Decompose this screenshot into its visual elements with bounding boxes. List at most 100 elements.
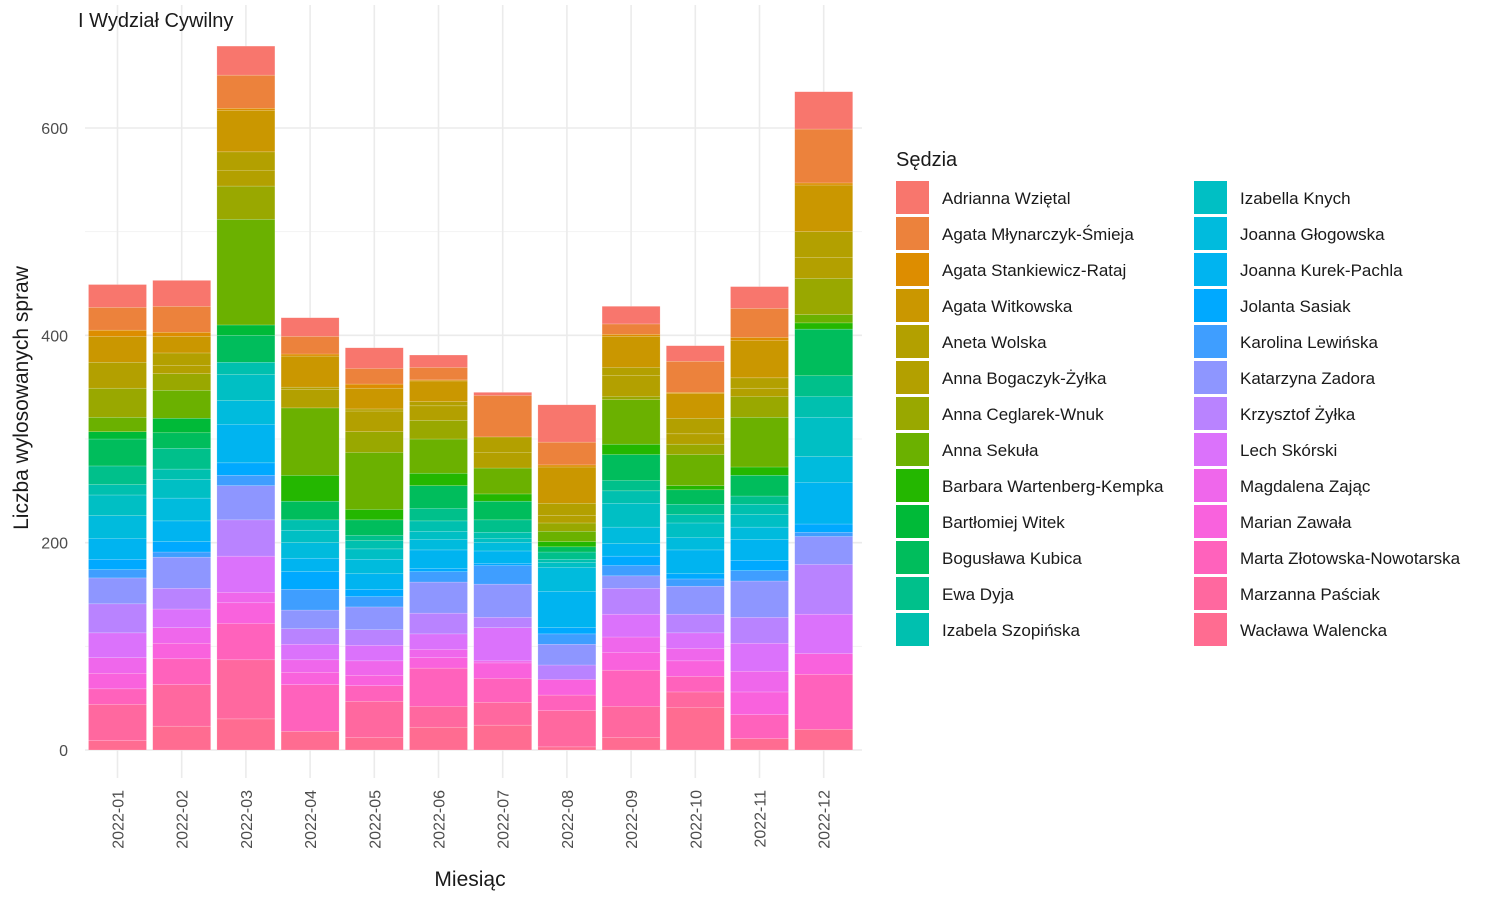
bar-segment: Joanna Kurek-Pachla — 2022-04: 13 bbox=[280, 557, 340, 572]
bar-segment: Joanna Głogowska — 2022-12: 25 bbox=[794, 456, 853, 483]
bar-segment: Marta Złotowska-Nowotarska — 2022-05: 15 bbox=[345, 685, 404, 702]
legend-key bbox=[896, 217, 929, 250]
bar-segment: Agata Witkowska — 2022-11: 36 bbox=[730, 340, 789, 379]
bar-segment: Aneta Wolska — 2022-04: 2 bbox=[280, 386, 340, 390]
bar-segment: Karolina Lewińska — 2022-06: 10 bbox=[409, 571, 468, 583]
bar-segment: Adrianna Wziętal — 2022-03: 28 bbox=[216, 45, 276, 76]
bar-segment: Agata Witkowska — 2022-10: 24 bbox=[666, 393, 725, 419]
bar-segment: Barbara Wartenberg-Kempka — 2022-11: 8 bbox=[730, 466, 789, 476]
bar-segment: Katarzyna Zadora — 2022-04: 18 bbox=[280, 609, 340, 629]
bar-segment: Katarzyna Zadora — 2022-01: 25 bbox=[88, 577, 147, 605]
y-tick-label: 400 bbox=[41, 328, 68, 345]
bar-segment: Krzysztof Żyłka — 2022-04: 15 bbox=[280, 628, 340, 645]
bar-segment: Agata Młynarczyk-Śmieja — 2022-09: 10 bbox=[601, 323, 661, 335]
bar-segment: Aneta Wolska — 2022-08: 12 bbox=[537, 503, 597, 516]
legend-key bbox=[896, 289, 929, 322]
bar-segment: Jolanta Sasiak — 2022-08: 6 bbox=[537, 627, 597, 635]
bar-segment: Katarzyna Zadora — 2022-05: 22 bbox=[345, 606, 404, 630]
bar-segment: Barbara Wartenberg-Kempka — 2022-04: 25 bbox=[280, 475, 340, 502]
bar-segment: Marzanna Paściak — 2022-03: 57 bbox=[216, 659, 276, 720]
bar-segment: Adrianna Wziętal — 2022-02: 25 bbox=[152, 280, 211, 307]
bar-segment: Ewa Dyja — 2022-05: 5 bbox=[345, 535, 404, 541]
legend-key bbox=[1194, 505, 1227, 538]
bar-segment: Joanna Kurek-Pachla — 2022-01: 20 bbox=[88, 538, 147, 560]
bar-segment: Agata Witkowska — 2022-06: 20 bbox=[409, 380, 468, 402]
bar-segment: Anna Ceglarek-Wnuk — 2022-01: 28 bbox=[88, 387, 147, 418]
bar-segment: Marta Złotowska-Nowotarska — 2022-03: 35 bbox=[216, 623, 276, 661]
legend-key bbox=[1194, 469, 1227, 502]
bar-segment: Izabela Szopińska — 2022-09: 12 bbox=[601, 490, 661, 504]
legend-label: Adrianna Wziętal bbox=[942, 189, 1071, 208]
bar-segment: Lech Skórski — 2022-06: 15 bbox=[409, 633, 468, 650]
bar-segment: Barbara Wartenberg-Kempka — 2022-09: 10 bbox=[601, 443, 661, 455]
legend-key bbox=[1194, 289, 1227, 322]
bar-segment: Jolanta Sasiak — 2022-07: 2 bbox=[473, 563, 532, 566]
bar-segment: Anna Sekuła — 2022-07: 25 bbox=[473, 467, 532, 495]
bar-segment: Agata Młynarczyk-Śmieja — 2022-06: 12 bbox=[409, 367, 468, 381]
bar-segment: Ewa Dyja — 2022-12: 20 bbox=[794, 375, 853, 397]
bar-segment: Anna Bogaczyk-Żyłka — 2022-09: 20 bbox=[601, 375, 661, 397]
bar-segment: Izabella Knych — 2022-02: 18 bbox=[152, 479, 211, 499]
legend-label: Bogusława Kubica bbox=[942, 549, 1082, 568]
y-tick-label: 200 bbox=[41, 536, 68, 553]
bar-segment: Krzysztof Żyłka — 2022-02: 20 bbox=[152, 588, 211, 610]
bar-segment: Agata Stankiewicz-Rataj — 2022-04: 2 bbox=[280, 353, 340, 357]
bar-segment: Krzysztof Żyłka — 2022-09: 25 bbox=[601, 588, 661, 615]
bar-segment: Adrianna Wziętal — 2022-11: 21 bbox=[730, 286, 789, 309]
bar-segment: Lech Skórski — 2022-03: 35 bbox=[216, 555, 276, 593]
bar-segment: Izabela Szopińska — 2022-05: 8 bbox=[345, 540, 404, 550]
bar-segment: Agata Witkowska — 2022-04: 30 bbox=[280, 355, 340, 388]
bar-segment: Barbara Wartenberg-Kempka — 2022-12: 6 bbox=[794, 322, 853, 330]
legend-label: Anna Ceglarek-Wnuk bbox=[942, 405, 1104, 424]
legend-key bbox=[896, 577, 929, 610]
bar-segment: Ewa Dyja — 2022-11: 8 bbox=[730, 495, 789, 505]
legend-label: Katarzyna Zadora bbox=[1240, 369, 1376, 388]
bar-segment: Marzanna Paściak — 2022-02: 40 bbox=[152, 684, 211, 727]
bar-segment: Krzysztof Żyłka — 2022-10: 18 bbox=[666, 613, 725, 634]
bar-segment: Krzysztof Żyłka — 2022-05: 15 bbox=[345, 629, 404, 646]
bar-segment: Marzanna Paściak — 2022-06: 20 bbox=[409, 706, 468, 728]
bar-segment: Ewa Dyja — 2022-06: 12 bbox=[409, 508, 468, 522]
bar-segment: Agata Młynarczyk-Śmieja — 2022-10: 30 bbox=[666, 361, 725, 393]
bar-segment: Aneta Wolska — 2022-05: 2 bbox=[345, 408, 404, 412]
legend-label: Krzysztof Żyłka bbox=[1240, 405, 1356, 424]
legend-label: Joanna Kurek-Pachla bbox=[1240, 261, 1403, 280]
bar-segment: Izabela Szopińska — 2022-08: 3 bbox=[537, 559, 597, 563]
bar-segment: Anna Ceglarek-Wnuk — 2022-09: 3 bbox=[601, 396, 661, 400]
bar-segment: Jolanta Sasiak — 2022-11: 10 bbox=[730, 560, 789, 571]
bar-segment: Krzysztof Żyłka — 2022-12: 48 bbox=[794, 564, 853, 615]
bar-segment: Marta Złotowska-Nowotarska — 2022-11: 23 bbox=[730, 714, 789, 739]
bar-segment: Ewa Dyja — 2022-08: 7 bbox=[537, 551, 597, 560]
bar-segment: Wacława Walencka — 2022-06: 22 bbox=[409, 726, 468, 751]
bar-segment: Marian Zawała — 2022-06: 10 bbox=[409, 657, 468, 669]
bar-segment: Anna Ceglarek-Wnuk — 2022-10: 10 bbox=[666, 443, 725, 455]
bar-segment: Anna Sekuła — 2022-06: 33 bbox=[409, 438, 468, 474]
bar-segment: Anna Bogaczyk-Żyłka — 2022-10: 10 bbox=[666, 433, 725, 445]
bar-segment: Aneta Wolska — 2022-10: 15 bbox=[666, 418, 725, 435]
x-axis-title: Miesiąc bbox=[434, 868, 505, 891]
bar-segment: Izabela Szopińska — 2022-01: 10 bbox=[88, 484, 147, 496]
legend-label: Magdalena Zając bbox=[1240, 477, 1371, 496]
legend-key bbox=[896, 469, 929, 502]
legend-key bbox=[1194, 541, 1227, 574]
legend-label: Karolina Lewińska bbox=[1240, 333, 1379, 352]
legend-key bbox=[1194, 577, 1227, 610]
bar-segment: Marta Złotowska-Nowotarska — 2022-12: 53 bbox=[794, 674, 853, 730]
bar-segment: Lech Skórski — 2022-10: 15 bbox=[666, 632, 725, 649]
bar-segment: Izabella Knych — 2022-03: 25 bbox=[216, 374, 276, 401]
bar-segment: Izabella Knych — 2022-10: 14 bbox=[666, 522, 725, 538]
bar-segment: Adrianna Wziętal — 2022-12: 36 bbox=[794, 91, 853, 130]
bar-segment: Agata Młynarczyk-Śmieja — 2022-01: 22 bbox=[88, 307, 147, 331]
bar-segment: Izabela Szopińska — 2022-06: 10 bbox=[409, 520, 468, 532]
bar-segment: Anna Sekuła — 2022-05: 55 bbox=[345, 452, 404, 510]
bar-segment: Wacława Walencka — 2022-02: 23 bbox=[152, 725, 211, 751]
bar-segment: Agata Stankiewicz-Rataj — 2022-09: 2 bbox=[601, 334, 661, 337]
axis-ticks: 0 200 400 600 2022-01 2022-02 2022-03 2022-04 20… bbox=[41, 121, 833, 849]
y-tick-label: 0 bbox=[59, 743, 68, 760]
bar-segment: Bogusława Kubica — 2022-10: 14 bbox=[666, 489, 725, 505]
bar-segment: Marzanna Paściak — 2022-07: 22 bbox=[473, 702, 532, 726]
bar-segment: Wacława Walencka — 2022-04: 18 bbox=[280, 731, 340, 751]
bar-segment: Marian Zawała — 2022-09: 17 bbox=[601, 652, 661, 671]
bar-segment: Katarzyna Zadora — 2022-12: 27 bbox=[794, 536, 853, 565]
bar-segment: Anna Ceglarek-Wnuk — 2022-08: 8 bbox=[537, 522, 597, 532]
